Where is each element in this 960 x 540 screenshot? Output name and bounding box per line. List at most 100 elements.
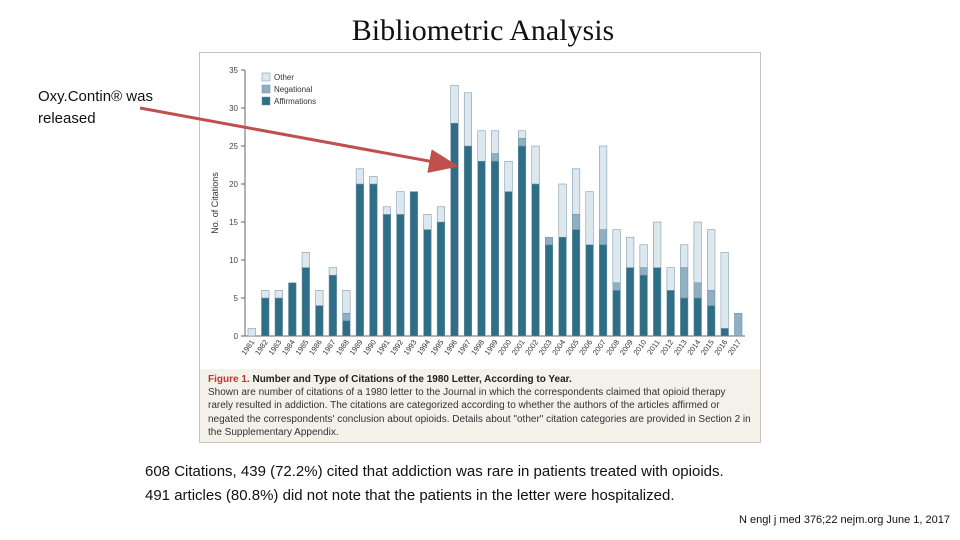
y-tick-label: 10	[229, 256, 238, 265]
bar-other-2005	[572, 168, 581, 215]
source-citation: N engl j med 376;22 nejm.org June 1, 201…	[739, 514, 950, 526]
bar-other-2000	[504, 160, 513, 192]
bar-other-1988	[342, 290, 351, 314]
legend-swatch-affirmations	[261, 96, 271, 106]
x-tick-label: 2001	[510, 338, 527, 357]
bar-other-2007	[599, 145, 608, 230]
x-tick-label: 2011	[645, 338, 662, 356]
bar-affirmations-1985	[301, 267, 310, 337]
bar-other-1995	[436, 206, 445, 223]
bar-other-1998	[477, 130, 486, 162]
bar-other-2006	[585, 191, 594, 246]
bar-affirmations-1996	[450, 122, 459, 337]
bar-affirmations-1992	[396, 214, 405, 337]
bar-negational-2003	[545, 236, 554, 246]
bar-affirmations-2009	[626, 267, 635, 337]
x-tick-label: 2003	[537, 338, 554, 357]
y-tick-label: 15	[229, 218, 238, 227]
x-tick-label: 1996	[442, 338, 459, 357]
bar-other-2014	[693, 221, 702, 284]
x-tick-label: 1983	[266, 338, 283, 357]
x-tick-label: 2015	[699, 338, 716, 357]
bar-negational-2015	[707, 290, 716, 306]
x-tick-label: 2000	[496, 338, 513, 357]
legend-label-other: Other	[274, 73, 294, 82]
bar-other-2010	[639, 244, 648, 268]
bar-affirmations-1983	[274, 297, 283, 337]
bar-affirmations-1989	[355, 183, 364, 337]
bar-other-1997	[463, 92, 473, 147]
bar-affirmations-1999	[490, 160, 500, 337]
bar-other-1991	[382, 206, 391, 215]
x-tick-label: 1981	[239, 338, 256, 357]
bar-affirmations-2003	[545, 244, 554, 337]
bar-other-2001	[517, 130, 527, 139]
x-tick-label: 2005	[564, 338, 581, 357]
bar-affirmations-2001	[517, 145, 527, 337]
bar-other-1981	[247, 328, 256, 337]
bar-other-1989	[355, 168, 364, 185]
x-tick-label: 1995	[429, 338, 446, 357]
bar-affirmations-2010	[639, 274, 648, 337]
x-tick-label: 1986	[307, 338, 324, 357]
finding-citations: 608 Citations, 439 (72.2%) cited that ad…	[145, 463, 724, 480]
bar-affirmations-2013	[680, 297, 689, 337]
bar-affirmations-2006	[585, 244, 594, 337]
finding-hospitalized: 491 articles (80.8%) did not note that t…	[145, 487, 675, 504]
x-tick-label: 1998	[469, 338, 486, 357]
bar-other-1983	[274, 290, 283, 299]
y-axis-label: No. of Citations	[210, 172, 220, 234]
bar-other-1992	[396, 191, 405, 215]
y-tick-label: 5	[234, 294, 239, 303]
x-tick-label: 1993	[402, 338, 419, 357]
bar-other-1996	[450, 84, 459, 124]
y-tick-label: 25	[229, 142, 238, 151]
bar-negational-2007	[599, 229, 608, 246]
bar-negational-2010	[639, 267, 648, 276]
bar-affirmations-1997	[463, 145, 473, 337]
legend-label-negational: Negational	[274, 85, 312, 94]
x-tick-label: 1999	[483, 338, 500, 357]
x-tick-label: 2007	[591, 338, 608, 357]
findings-text: 608 Citations, 439 (72.2%) cited that ad…	[145, 460, 845, 508]
bar-other-1986	[315, 290, 324, 306]
y-tick-label: 35	[229, 66, 238, 75]
bar-affirmations-1982	[261, 297, 270, 337]
legend-swatch-other	[261, 72, 271, 82]
x-tick-label: 1997	[456, 338, 473, 357]
x-tick-label: 2014	[685, 338, 702, 357]
bar-affirmations-1991	[382, 214, 391, 337]
x-tick-label: 1994	[415, 338, 432, 357]
x-tick-label: 1982	[253, 338, 270, 357]
slide-title: Bibliometric Analysis	[351, 14, 615, 47]
figure-label: Figure 1.	[208, 374, 250, 385]
bar-other-1985	[301, 252, 310, 268]
x-tick-label: 2002	[523, 338, 540, 357]
figure-title: Number and Type of Citations of the 1980…	[252, 374, 572, 385]
bar-other-2011	[653, 221, 662, 268]
bar-other-2009	[626, 236, 635, 268]
x-tick-label: 1989	[348, 338, 365, 357]
bar-affirmations-2014	[693, 297, 702, 337]
bar-affirmations-2002	[531, 183, 540, 337]
legend-label-affirmations: Affirmations	[274, 97, 316, 106]
x-tick-label: 1985	[294, 338, 311, 357]
x-tick-label: 1984	[280, 338, 297, 357]
bar-negational-2001	[517, 138, 527, 147]
bar-other-1982	[261, 290, 270, 299]
x-tick-label: 1990	[361, 338, 378, 357]
bar-affirmations-2000	[504, 191, 513, 337]
bar-affirmations-2015	[707, 305, 716, 337]
bar-negational-1999	[490, 153, 500, 162]
x-tick-label: 2006	[577, 338, 594, 357]
bar-affirmations-2007	[599, 244, 608, 337]
y-tick-label: 0	[234, 332, 239, 341]
bar-other-2012	[666, 267, 675, 291]
bar-affirmations-2011	[653, 267, 662, 337]
bar-negational-2013	[680, 267, 689, 299]
figure-caption: Figure 1. Number and Type of Citations o…	[208, 373, 752, 439]
bar-negational-1988	[342, 312, 351, 322]
x-tick-label: 1988	[334, 338, 351, 357]
bar-other-2008	[612, 229, 621, 284]
